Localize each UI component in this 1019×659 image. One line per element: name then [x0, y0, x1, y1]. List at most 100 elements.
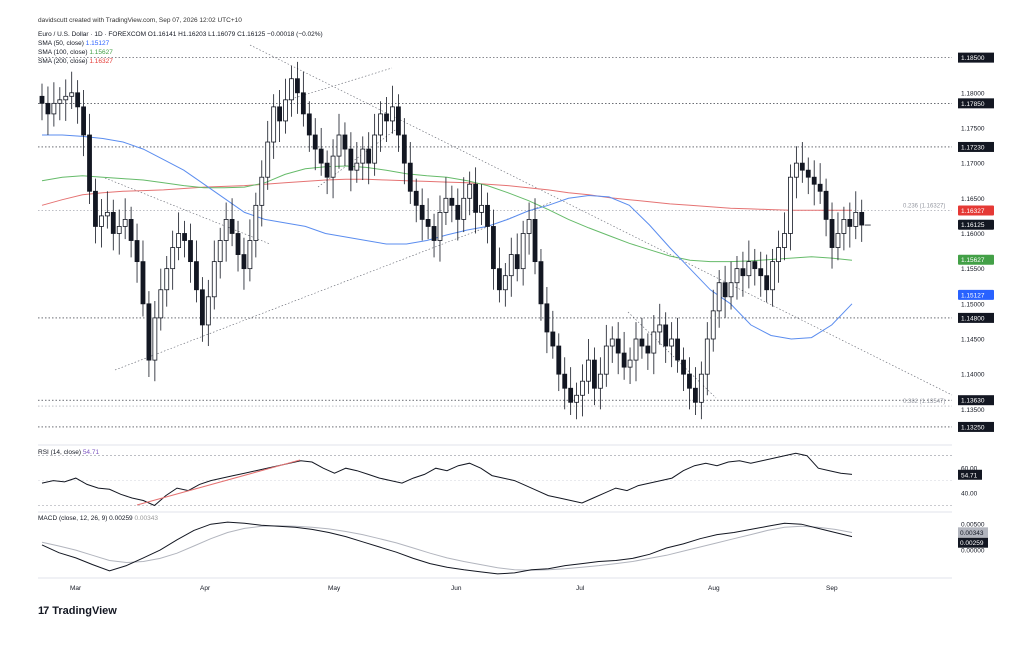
- sma-50-line: [42, 134, 853, 340]
- candle-down: [75, 92, 81, 108]
- sma-200-legend: SMA (200, close) 1.16327: [38, 58, 113, 66]
- candle-up: [443, 197, 449, 213]
- candle-up: [217, 240, 223, 263]
- candle-up: [152, 317, 158, 361]
- candle-up: [704, 338, 710, 375]
- candle-up: [669, 338, 675, 347]
- sma-50-value: 1.15127: [85, 40, 110, 47]
- price-badge: [958, 289, 994, 300]
- level-badge-label: 1.18500: [961, 55, 985, 62]
- candle-up: [770, 261, 776, 291]
- price-tick-label: 1.17000: [961, 161, 985, 168]
- candle-down: [140, 261, 146, 305]
- candle-down: [425, 219, 431, 227]
- level-badge-label: 1.13250: [961, 424, 985, 431]
- candle-down: [306, 113, 312, 136]
- candle-down: [182, 233, 187, 241]
- candle-down: [823, 190, 829, 220]
- rsi-value-badge-label: 54.71: [961, 472, 978, 479]
- sma-100-label: SMA (100, close): [38, 49, 88, 56]
- candle-up: [164, 268, 170, 291]
- rsi-tick-label: 60.00: [961, 466, 978, 473]
- candle-down: [295, 78, 300, 94]
- price-badge: [958, 205, 994, 216]
- candle-down: [318, 148, 324, 164]
- level-badge: [958, 52, 994, 63]
- candle-down: [39, 95, 45, 104]
- month-label: Mar: [70, 585, 82, 592]
- candle-down: [449, 197, 455, 206]
- price-badge-label: 1.16327: [961, 208, 985, 215]
- candle-down: [550, 331, 556, 347]
- rsi-value-legend: 54.71: [82, 449, 100, 456]
- level-badge-label: 1.17850: [961, 101, 985, 108]
- candle-down: [366, 148, 372, 164]
- macd-label: MACD (close, 12, 26, 9): [38, 515, 108, 522]
- candle-up: [122, 219, 128, 227]
- sma-100-legend: SMA (100, close) 1.15627: [38, 49, 113, 57]
- candle-up: [710, 310, 716, 340]
- candle-up: [253, 204, 259, 241]
- candle-down: [817, 183, 823, 192]
- candle-down: [395, 106, 401, 136]
- candle-up: [526, 219, 532, 234]
- candle-down: [401, 134, 407, 164]
- sma-100-value: 1.15627: [89, 49, 113, 56]
- candle-up: [69, 92, 75, 97]
- month-label: Jul: [576, 585, 585, 592]
- candle-down: [687, 373, 692, 389]
- candle-up: [734, 268, 740, 284]
- price-tick-label: 1.14000: [961, 372, 985, 379]
- candle-up: [508, 254, 514, 277]
- fib-label: 0.382 (1.13547): [903, 399, 945, 405]
- candle-down: [199, 289, 205, 326]
- candle-down: [764, 275, 770, 291]
- candle-up: [728, 282, 734, 298]
- candle-down: [110, 211, 116, 234]
- candle-up: [502, 275, 508, 291]
- level-badge: [958, 98, 994, 109]
- candle-up: [698, 373, 704, 403]
- candle-down: [413, 190, 419, 206]
- rsi-legend: RSI (14, close) 54.71: [38, 449, 99, 456]
- candle-down: [235, 233, 241, 255]
- candle-up: [574, 394, 579, 403]
- candle-up: [211, 261, 217, 298]
- candle-down: [134, 240, 140, 263]
- price-badge: [958, 219, 994, 230]
- candle-down: [829, 219, 835, 248]
- candle-down: [87, 134, 92, 192]
- month-label: Sep: [826, 585, 838, 592]
- candle-down: [758, 268, 764, 277]
- candle-down: [675, 338, 680, 361]
- candle-up: [247, 240, 253, 270]
- candle-down: [859, 211, 865, 226]
- candle-up: [354, 162, 360, 171]
- price-badge-label: 1.15127: [961, 292, 985, 299]
- candle-up: [841, 219, 847, 234]
- macd-signal-line: [41, 525, 853, 571]
- candle-up: [271, 106, 277, 143]
- candle-down: [592, 359, 597, 389]
- month-label: Jun: [451, 585, 462, 592]
- tradingview-logo: 17 TradingView: [38, 605, 117, 617]
- level-badge: [958, 141, 994, 152]
- candle-down: [562, 373, 568, 389]
- candle-down: [722, 282, 728, 298]
- candle-up: [259, 176, 265, 206]
- candle-down: [681, 359, 686, 375]
- candle-down: [847, 219, 853, 227]
- signal-value-legend: 0.00343: [134, 515, 158, 522]
- tradingview-logo-icon: 17: [38, 605, 49, 617]
- fib-label: 0.236 (1.16327): [903, 203, 945, 209]
- candle-down: [128, 219, 134, 241]
- level-badge-label: 1.13630: [961, 398, 985, 405]
- candle-down: [93, 190, 98, 227]
- candle-up: [283, 99, 288, 122]
- candle-down: [544, 303, 550, 333]
- candle-up: [170, 247, 176, 270]
- candle-up: [586, 359, 591, 382]
- sma-200-value: 1.16327: [89, 58, 113, 65]
- macd-tick-label: 0.00500: [961, 522, 985, 529]
